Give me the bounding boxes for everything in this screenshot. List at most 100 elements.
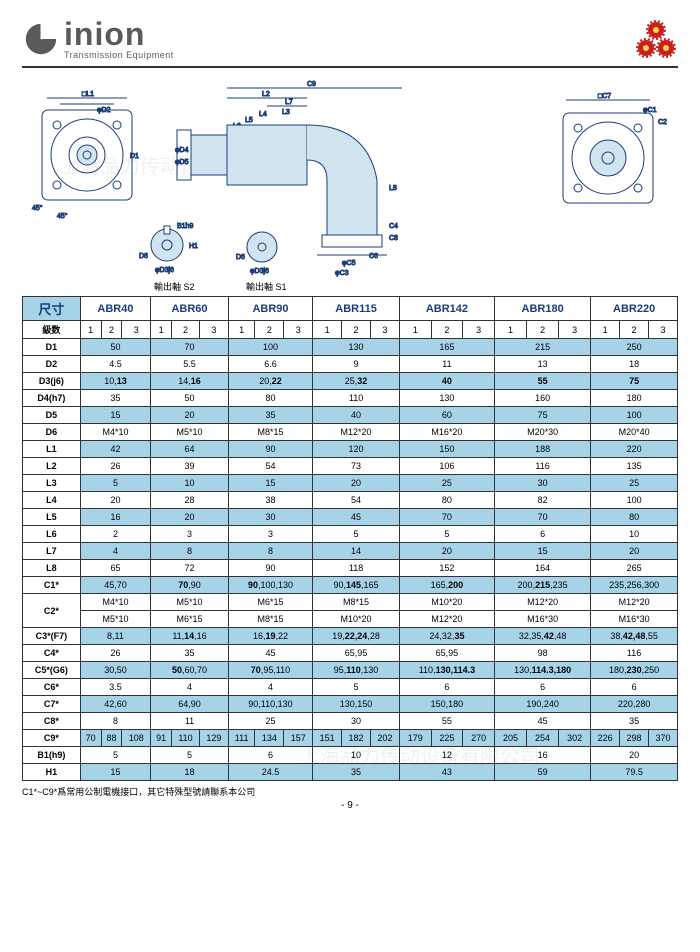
table-cell: 16,19,22 (228, 628, 312, 645)
table-cell: 164 (495, 560, 591, 577)
model-header-1: ABR60 (151, 297, 229, 321)
row-label: C5*(G6) (23, 662, 81, 679)
stage-cell: 2 (172, 321, 200, 339)
table-cell: M10*20 (399, 594, 494, 611)
svg-text:□L1: □L1 (82, 91, 94, 98)
table-cell: M5*10 (151, 424, 229, 441)
table-cell: 180 (591, 390, 678, 407)
table-cell: 6 (495, 526, 591, 543)
model-header-6: ABR220 (591, 297, 678, 321)
table-cell: 110,130,114.3 (399, 662, 494, 679)
table-cell: 30,50 (80, 662, 151, 679)
table-cell: 70,90 (151, 577, 229, 594)
model-header-3: ABR115 (313, 297, 400, 321)
row-label: C3*(F7) (23, 628, 81, 645)
table-cell: 188 (495, 441, 591, 458)
table-cell: M4*10 (80, 424, 151, 441)
stage-cell: 1 (228, 321, 255, 339)
svg-text:L4: L4 (259, 111, 267, 118)
table-cell: 16 (80, 509, 151, 526)
stage-cell: 1 (495, 321, 527, 339)
table-cell: 100 (591, 407, 678, 424)
row-label: L3 (23, 475, 81, 492)
table-cell: 35 (228, 407, 312, 424)
table-cell: 14 (313, 543, 400, 560)
svg-text:□C7: □C7 (598, 93, 611, 100)
table-cell: 11 (151, 713, 229, 730)
table-cell: 45 (228, 645, 312, 662)
table-cell: 20 (399, 543, 494, 560)
table-cell: 64,90 (151, 696, 229, 713)
table-cell: 25 (399, 475, 494, 492)
page-header: inion Transmission Equipment (22, 18, 678, 68)
table-cell: 54 (313, 492, 400, 509)
table-cell: M4*10 (80, 594, 151, 611)
table-cell: 95,110,130 (313, 662, 400, 679)
table-cell: 3 (151, 526, 229, 543)
table-cell: 10 (591, 526, 678, 543)
table-cell: 26 (80, 458, 151, 475)
table-cell: M8*15 (228, 611, 312, 628)
table-cell: 6 (228, 747, 312, 764)
table-cell: 70 (495, 509, 591, 526)
table-cell: 20 (151, 407, 229, 424)
table-cell: 5 (151, 747, 229, 764)
table-cell: 18 (151, 764, 229, 781)
svg-text:C6: C6 (369, 253, 378, 260)
svg-text:C9: C9 (307, 81, 316, 88)
table-cell: 130,150 (313, 696, 400, 713)
table-cell: 235,256,300 (591, 577, 678, 594)
row-label: H1 (23, 764, 81, 781)
table-cell: 90,145,165 (313, 577, 400, 594)
svg-text:45°: 45° (32, 204, 43, 212)
table-cell: 45 (495, 713, 591, 730)
table-cell: 110 (313, 390, 400, 407)
model-header-0: ABR40 (80, 297, 151, 321)
table-cell: 116 (495, 458, 591, 475)
table-cell: 2 (80, 526, 151, 543)
table-cell: 20 (591, 543, 678, 560)
row-label: L6 (23, 526, 81, 543)
table-cell: 70 (399, 509, 494, 526)
table-cell: 8 (151, 543, 229, 560)
table-cell: 3.5 (80, 679, 151, 696)
table-cell: 118 (313, 560, 400, 577)
table-cell: 19,22,24,28 (313, 628, 400, 645)
row-label: L8 (23, 560, 81, 577)
table-cell: 220 (591, 441, 678, 458)
svg-text:C8: C8 (389, 235, 398, 242)
table-cell: 190,240 (495, 696, 591, 713)
table-cell: 11 (399, 356, 494, 373)
brand-logo: inion Transmission Equipment (22, 20, 174, 61)
table-cell: 202 (370, 730, 399, 747)
table-cell: M20*30 (495, 424, 591, 441)
stage-cell: 3 (199, 321, 228, 339)
svg-text:D6: D6 (236, 254, 245, 261)
table-cell: 20 (591, 747, 678, 764)
table-cell: 65 (80, 560, 151, 577)
table-cell: 14,16 (151, 373, 229, 390)
table-cell: 4 (151, 679, 229, 696)
table-cell: 30 (313, 713, 400, 730)
table-cell: 130 (313, 339, 400, 356)
table-cell: 24,32,35 (399, 628, 494, 645)
table-cell: 302 (559, 730, 591, 747)
table-cell: 38,42,48,55 (591, 628, 678, 645)
table-cell: 91 (151, 730, 172, 747)
svg-text:L7: L7 (285, 99, 293, 106)
table-cell: 15 (80, 407, 151, 424)
svg-text:φD3j6: φD3j6 (155, 267, 174, 274)
table-cell: M6*15 (228, 594, 312, 611)
row-label: D5 (23, 407, 81, 424)
brand-subtitle: Transmission Equipment (64, 50, 174, 60)
svg-text:φD3j6: φD3j6 (250, 268, 269, 275)
table-cell: M5*10 (151, 594, 229, 611)
table-cell: 35 (80, 390, 151, 407)
model-header-5: ABR180 (495, 297, 591, 321)
table-cell: 38 (228, 492, 312, 509)
model-header-2: ABR90 (228, 297, 312, 321)
svg-text:C4: C4 (389, 223, 398, 230)
table-cell: 39 (151, 458, 229, 475)
table-cell: 16 (495, 747, 591, 764)
table-cell: 8,11 (80, 628, 151, 645)
